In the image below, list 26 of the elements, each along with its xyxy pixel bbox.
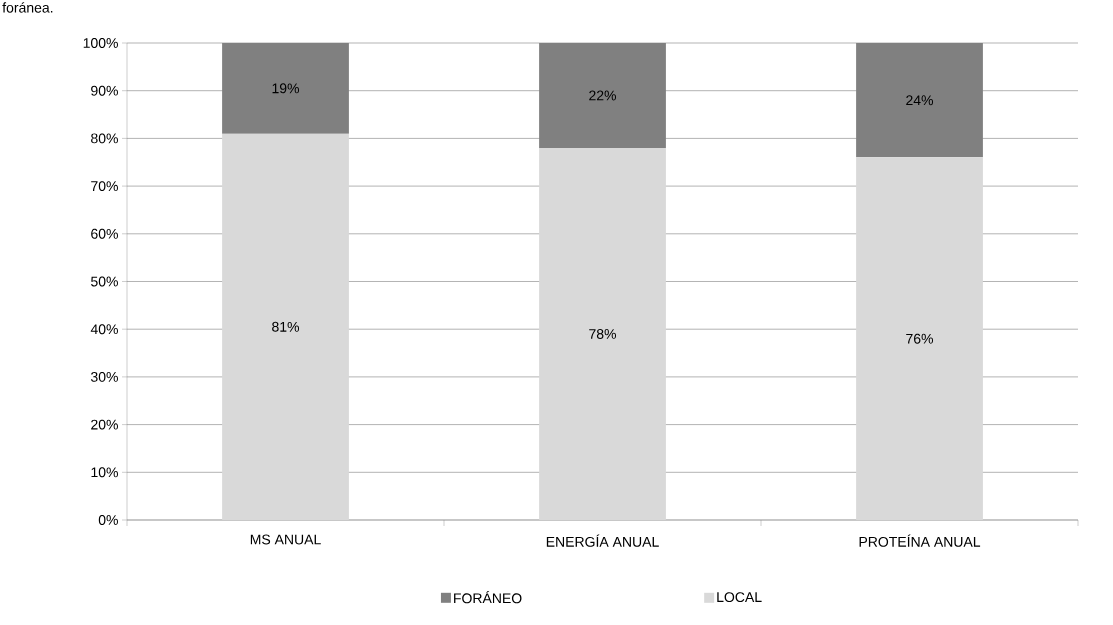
y-tick-label: 70% — [91, 181, 118, 192]
y-tick-label: 90% — [91, 85, 118, 96]
y-tick-label: 60% — [91, 228, 118, 239]
data-label: 22% — [589, 90, 617, 101]
y-tick-label: 80% — [91, 133, 118, 144]
data-label: 76% — [906, 333, 934, 344]
data-label: 19% — [272, 83, 300, 94]
bar — [222, 133, 349, 520]
y-tick-label: 0% — [98, 515, 118, 525]
y-tick-label: 40% — [90, 324, 118, 335]
y-tick-label: 100% — [83, 38, 118, 48]
y-tick-label: 20% — [91, 419, 118, 430]
x-tick-label: ENERGÍA ANUAL — [546, 534, 659, 547]
text: foránea. — [2, 2, 53, 13]
data-label: 78% — [589, 329, 617, 339]
y-tick-label: 50% — [91, 276, 118, 287]
legend-label: LOCAL — [717, 592, 762, 603]
x-tick-label: MS ANUAL — [250, 534, 321, 545]
y-tick-label: 10% — [91, 467, 118, 478]
bar — [856, 157, 983, 520]
data-label: 24% — [906, 95, 934, 106]
y-tick-label: 30% — [90, 371, 118, 382]
bar — [539, 147, 666, 520]
data-label: 81% — [272, 321, 300, 332]
legend-label: FORÁNEO — [454, 590, 522, 604]
x-tick-label: PROTEÍNA ANUAL — [859, 534, 981, 547]
